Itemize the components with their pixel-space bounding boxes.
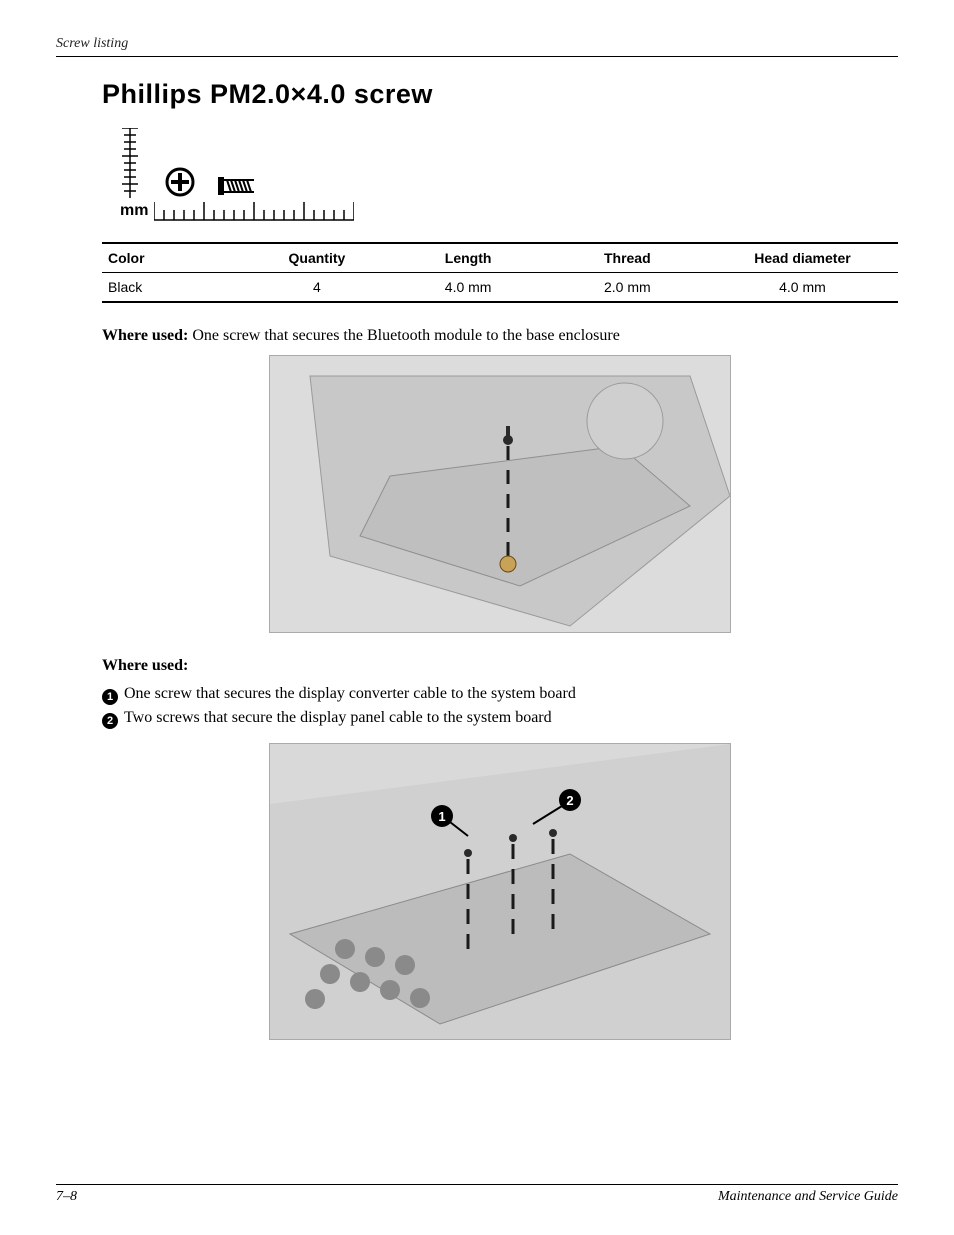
td-color: Black [102,273,245,303]
td-thread: 2.0 mm [548,273,707,303]
svg-text:2: 2 [566,793,573,808]
th-head-diameter: Head diameter [707,243,898,273]
table-header-row: Color Quantity Length Thread Head diamet… [102,243,898,273]
screw-diagram: mm [120,128,898,222]
ruler-horizontal-icon [154,200,354,222]
footer: 7–8 Maintenance and Service Guide [56,1184,898,1205]
mm-label: mm [120,202,148,220]
where-used-1-lead: Where used: [102,327,192,344]
page-number: 7–8 [56,1189,77,1205]
running-head: Screw listing [56,36,898,57]
item-1-text: One screw that secures the display conve… [124,685,576,702]
phillips-head-icon [164,166,196,198]
screw-side-icon [218,174,258,198]
where-used-2-lead: Where used: [102,657,188,674]
figure-2: 1 2 [102,743,898,1040]
where-used-1-text: One screw that secures the Bluetooth mod… [192,327,619,344]
list-item: 1 One screw that secures the display conv… [102,685,898,705]
td-length: 4.0 mm [389,273,548,303]
content-block: Phillips PM2.0×4.0 screw [56,79,898,1040]
callout-number-2-icon: 2 [102,713,118,729]
figure-1-image [269,355,731,633]
figure-2-image: 1 2 [269,743,731,1040]
mm-ruler-row: mm [120,200,898,222]
spec-table: Color Quantity Length Thread Head diamet… [102,242,898,303]
td-quantity: 4 [245,273,388,303]
th-length: Length [389,243,548,273]
figure-1 [102,355,898,633]
diagram-row [120,128,898,198]
item-2-text: Two screws that secure the display panel… [124,709,552,726]
ruler-vertical-icon [120,128,142,198]
th-thread: Thread [548,243,707,273]
callout-number-1-icon: 1 [102,689,118,705]
list-item: 2 Two screws that secure the display pane… [102,709,898,729]
section-title: Phillips PM2.0×4.0 screw [102,79,898,110]
page: Screw listing Phillips PM2.0×4.0 screw [0,0,954,1235]
svg-text:1: 1 [438,809,445,824]
table-row: Black 4 4.0 mm 2.0 mm 4.0 mm [102,273,898,303]
th-quantity: Quantity [245,243,388,273]
where-used-2: Where used: [102,657,898,675]
th-color: Color [102,243,245,273]
td-head-diameter: 4.0 mm [707,273,898,303]
footer-title: Maintenance and Service Guide [718,1189,898,1205]
where-used-1: Where used: One screw that secures the B… [102,327,898,345]
